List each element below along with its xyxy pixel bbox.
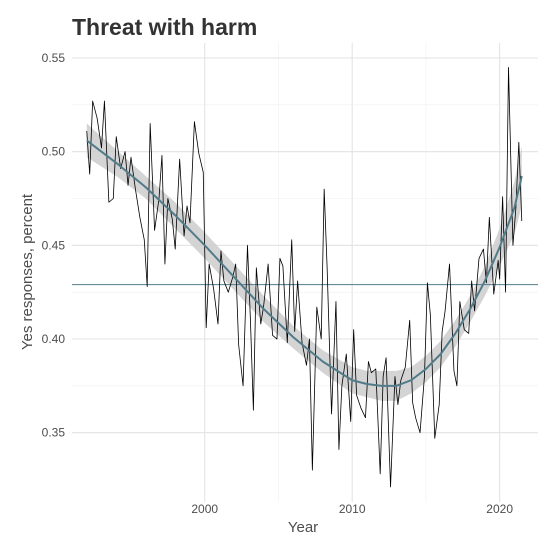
y-axis-ticks: 0.35 0.40 0.45 0.50 0.55 — [42, 51, 66, 440]
x-axis-ticks: 2000 2010 2020 — [191, 502, 513, 516]
y-tick-label: 0.40 — [42, 332, 66, 346]
x-tick-label: 2010 — [339, 502, 366, 516]
y-tick-label: 0.45 — [42, 238, 66, 252]
y-tick-label: 0.55 — [42, 51, 66, 65]
smooth-trend-line — [86, 139, 523, 387]
chart-title: Threat with harm — [72, 14, 258, 40]
raw-series-line — [86, 66, 523, 488]
y-tick-label: 0.50 — [42, 145, 66, 159]
raw-series — [86, 66, 523, 488]
x-axis-title: Year — [288, 519, 318, 536]
grid-lines — [72, 43, 538, 502]
x-tick-label: 2000 — [191, 502, 218, 516]
x-tick-label: 2020 — [486, 502, 513, 516]
y-tick-label: 0.35 — [42, 426, 66, 440]
y-axis-title: Yes responses, percent — [19, 193, 36, 350]
smooth-trend — [86, 139, 523, 387]
